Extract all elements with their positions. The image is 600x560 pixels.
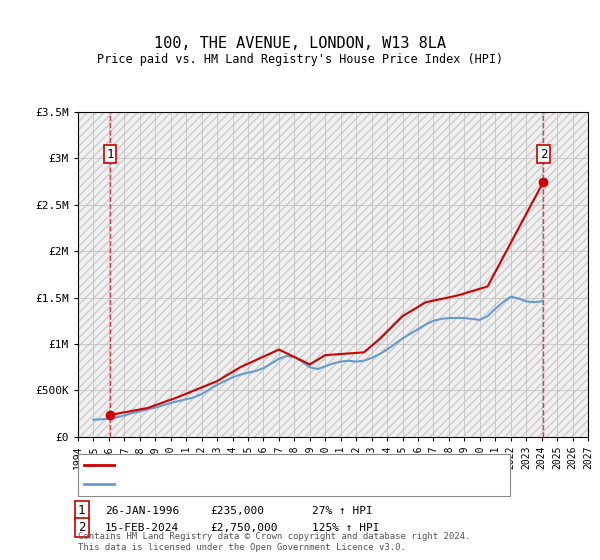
Text: £2,750,000: £2,750,000 — [210, 522, 277, 533]
Bar — [457, 112, 464, 437]
Bar — [140, 112, 148, 437]
Text: 27% ↑ HPI: 27% ↑ HPI — [312, 506, 373, 516]
Bar — [488, 112, 495, 437]
Bar — [271, 112, 279, 437]
Bar — [364, 112, 371, 437]
Bar — [503, 112, 511, 437]
Bar — [132, 112, 140, 437]
Bar — [480, 112, 488, 437]
Text: 125% ↑ HPI: 125% ↑ HPI — [312, 522, 380, 533]
Bar — [410, 112, 418, 437]
Bar — [387, 112, 395, 437]
Bar — [148, 112, 155, 437]
Bar — [341, 112, 349, 437]
Bar — [379, 112, 387, 437]
Bar — [202, 112, 209, 437]
Bar — [256, 112, 263, 437]
Bar — [418, 112, 426, 437]
Bar — [349, 112, 356, 437]
Text: 26-JAN-1996: 26-JAN-1996 — [105, 506, 179, 516]
Bar — [495, 112, 503, 437]
Text: HPI: Average price, detached house, Ealing: HPI: Average price, detached house, Eali… — [117, 479, 380, 489]
Text: 1: 1 — [106, 148, 114, 161]
Bar — [557, 112, 565, 437]
Bar — [464, 112, 472, 437]
Bar — [295, 112, 302, 437]
Bar — [426, 112, 433, 437]
Bar — [371, 112, 379, 437]
Bar — [178, 112, 186, 437]
Bar — [317, 112, 325, 437]
Bar — [171, 112, 178, 437]
Bar — [302, 112, 310, 437]
Bar — [194, 112, 202, 437]
Bar — [526, 112, 534, 437]
Bar — [240, 112, 248, 437]
Text: 100, THE AVENUE, LONDON, W13 8LA (detached house): 100, THE AVENUE, LONDON, W13 8LA (detach… — [117, 460, 423, 470]
Text: Price paid vs. HM Land Registry's House Price Index (HPI): Price paid vs. HM Land Registry's House … — [97, 53, 503, 66]
Bar — [116, 112, 124, 437]
Bar — [310, 112, 317, 437]
Bar — [233, 112, 240, 437]
Text: 100, THE AVENUE, LONDON, W13 8LA: 100, THE AVENUE, LONDON, W13 8LA — [154, 36, 446, 52]
Text: 2: 2 — [540, 148, 547, 161]
Bar — [472, 112, 480, 437]
Bar — [248, 112, 256, 437]
Bar — [449, 112, 457, 437]
Bar — [186, 112, 194, 437]
Bar — [209, 112, 217, 437]
Bar — [542, 112, 550, 437]
Bar — [572, 112, 580, 437]
Bar — [225, 112, 233, 437]
Bar — [86, 112, 94, 437]
Bar — [94, 112, 101, 437]
Bar — [565, 112, 572, 437]
Text: 1: 1 — [78, 504, 86, 517]
Bar — [441, 112, 449, 437]
Bar — [163, 112, 171, 437]
Bar — [511, 112, 518, 437]
Bar — [217, 112, 225, 437]
Bar — [155, 112, 163, 437]
Bar — [279, 112, 287, 437]
Text: 2: 2 — [78, 521, 86, 534]
Bar — [101, 112, 109, 437]
Bar — [78, 112, 86, 437]
Bar — [124, 112, 132, 437]
Bar — [550, 112, 557, 437]
Text: £235,000: £235,000 — [210, 506, 264, 516]
Bar — [356, 112, 364, 437]
Bar — [333, 112, 341, 437]
Bar — [263, 112, 271, 437]
Bar — [403, 112, 410, 437]
Bar — [325, 112, 333, 437]
Bar — [580, 112, 588, 437]
Bar — [109, 112, 116, 437]
Bar — [287, 112, 295, 437]
Bar — [518, 112, 526, 437]
Bar — [395, 112, 403, 437]
Text: 15-FEB-2024: 15-FEB-2024 — [105, 522, 179, 533]
Bar — [433, 112, 441, 437]
Bar — [534, 112, 542, 437]
Text: Contains HM Land Registry data © Crown copyright and database right 2024.
This d: Contains HM Land Registry data © Crown c… — [78, 532, 470, 552]
